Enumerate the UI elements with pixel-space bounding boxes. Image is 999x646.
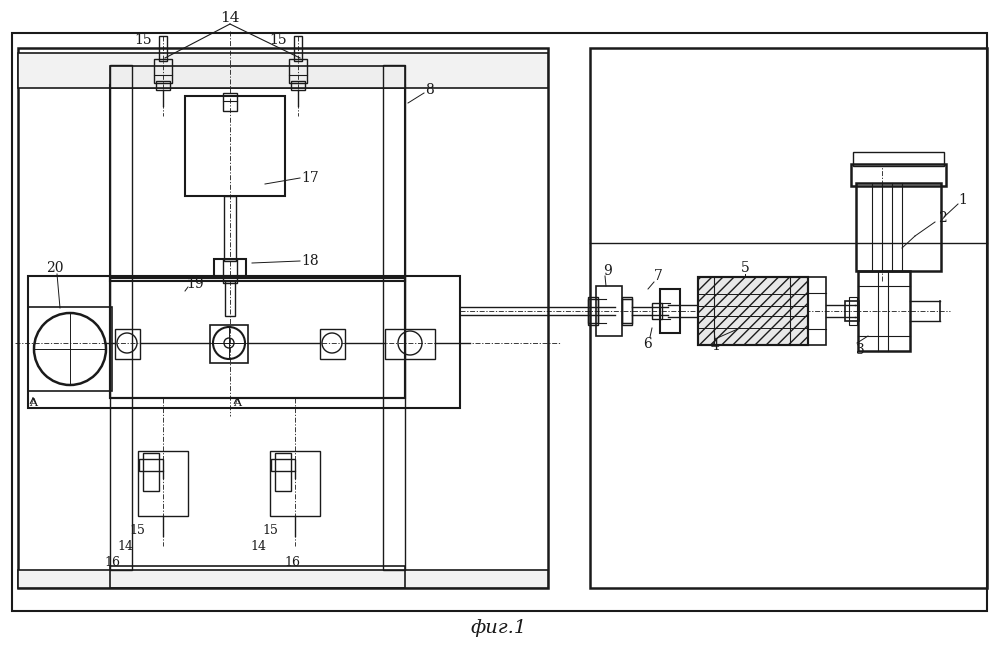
- Bar: [139, 459, 163, 471]
- Bar: [596, 286, 622, 336]
- Text: 3: 3: [855, 343, 864, 357]
- Bar: [622, 297, 632, 325]
- Bar: [28, 307, 112, 391]
- Text: 9: 9: [603, 264, 612, 278]
- Text: 15: 15: [262, 523, 278, 536]
- Text: 19: 19: [186, 277, 204, 291]
- Bar: [698, 277, 808, 345]
- Text: 14: 14: [220, 11, 240, 25]
- Bar: [270, 451, 320, 516]
- Bar: [110, 278, 405, 398]
- Text: 18: 18: [301, 254, 319, 268]
- Bar: [858, 271, 910, 351]
- Text: 20: 20: [46, 261, 64, 275]
- Bar: [28, 276, 460, 408]
- Bar: [588, 297, 598, 325]
- Bar: [271, 459, 295, 471]
- Bar: [156, 81, 170, 90]
- Bar: [214, 259, 246, 276]
- Text: 14: 14: [117, 539, 133, 552]
- Text: A: A: [233, 398, 241, 408]
- Bar: [110, 65, 132, 570]
- Text: 15: 15: [134, 33, 152, 47]
- Bar: [660, 289, 680, 333]
- Bar: [12, 33, 987, 611]
- Bar: [698, 277, 808, 345]
- Bar: [143, 453, 159, 491]
- Bar: [289, 59, 307, 83]
- Bar: [115, 329, 140, 359]
- Text: 5: 5: [740, 261, 749, 275]
- Bar: [223, 259, 237, 283]
- Text: 1: 1: [959, 193, 967, 207]
- Text: 7: 7: [653, 269, 662, 283]
- Bar: [590, 48, 987, 588]
- Bar: [210, 325, 248, 363]
- Bar: [856, 183, 941, 271]
- Bar: [110, 278, 405, 398]
- Text: фиг.1: фиг.1: [471, 619, 527, 637]
- Bar: [154, 59, 172, 83]
- Bar: [110, 85, 405, 281]
- Bar: [185, 96, 285, 196]
- Text: 16: 16: [284, 556, 300, 570]
- Bar: [291, 81, 305, 90]
- Bar: [845, 301, 859, 321]
- Text: A: A: [29, 398, 37, 408]
- Text: 8: 8: [426, 83, 435, 97]
- Text: 4: 4: [710, 339, 719, 353]
- Bar: [225, 281, 235, 316]
- Bar: [320, 329, 345, 359]
- Bar: [275, 453, 291, 491]
- Bar: [808, 277, 826, 345]
- Bar: [138, 451, 188, 516]
- Text: 2: 2: [938, 211, 946, 225]
- Bar: [588, 299, 598, 323]
- Bar: [223, 93, 237, 111]
- Text: 14: 14: [250, 539, 266, 552]
- Bar: [18, 570, 548, 588]
- Bar: [18, 48, 548, 588]
- Text: 17: 17: [301, 171, 319, 185]
- Bar: [110, 66, 405, 88]
- Bar: [294, 36, 302, 61]
- Text: 15: 15: [129, 523, 145, 536]
- Bar: [851, 164, 946, 186]
- Bar: [159, 36, 167, 61]
- Bar: [383, 65, 405, 570]
- Bar: [110, 566, 405, 588]
- Bar: [853, 152, 944, 166]
- Text: 15: 15: [269, 33, 287, 47]
- Bar: [224, 196, 236, 261]
- Bar: [652, 303, 662, 319]
- Bar: [18, 53, 548, 88]
- Bar: [622, 299, 632, 323]
- Text: 6: 6: [643, 337, 652, 351]
- Bar: [849, 297, 857, 325]
- Text: 16: 16: [104, 556, 120, 570]
- Bar: [385, 329, 435, 359]
